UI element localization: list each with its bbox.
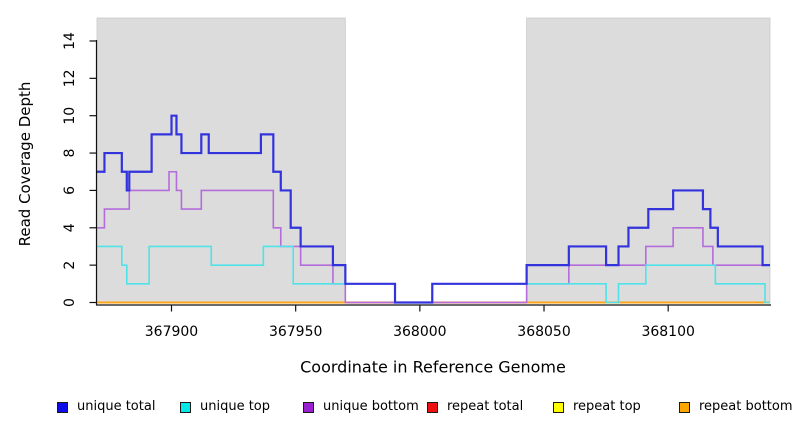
y-tick-label: 8	[62, 149, 78, 158]
y-axis-title: Read Coverage Depth	[16, 81, 34, 247]
y-tick-label: 10	[62, 107, 78, 125]
y-tick-label: 4	[62, 223, 78, 232]
y-tick-label: 2	[62, 261, 78, 270]
shaded-repeat-region	[526, 17, 771, 304]
x-tick-label: 368100	[641, 324, 694, 340]
series-unique-bottom	[97, 170, 770, 304]
x-tick-label: 367900	[145, 324, 198, 340]
y-tick-label: 6	[62, 186, 78, 195]
x-tick-label: 367950	[269, 324, 322, 340]
y-tick-label: 12	[62, 69, 78, 87]
x-tick-label: 368000	[393, 324, 446, 340]
y-tick-label: 14	[62, 32, 78, 50]
x-axis-title: Coordinate in Reference Genome	[300, 357, 566, 377]
x-tick-label: 368050	[517, 324, 570, 340]
shaded-repeat-region	[96, 17, 346, 304]
y-tick-label: 0	[62, 298, 78, 307]
series-unique-total	[97, 114, 770, 304]
